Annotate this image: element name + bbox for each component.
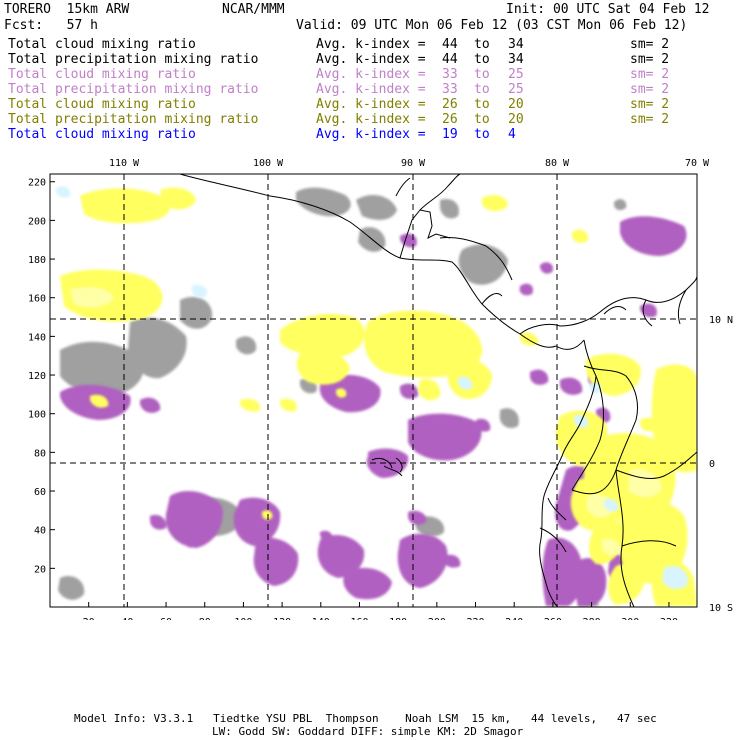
x-tick-label: 200 [428,617,446,620]
legend-from: 33 [442,82,458,97]
init-time: Init: 00 UTC Sat 04 Feb 12 [506,2,710,17]
x-tick-label: 160 [350,617,368,620]
x-tick-label: 140 [312,617,330,620]
legend-to-word: to [474,52,490,67]
legend-field: Total precipitation mixing ratio [8,112,259,127]
y-tick-label: 140 [28,332,46,343]
legend-smoothing: sm= 2 [630,97,670,112]
y-tick-label: 200 [28,216,46,227]
lat-lon-grid [50,174,697,607]
x-tick-label: 300 [621,617,639,620]
legend-field: Total cloud mixing ratio [8,37,196,52]
forecast-map: 2040608010012014016018020022024026028030… [28,158,733,620]
legend-index-label: Avg. k-index = [316,37,426,52]
legend-to: 34 [508,37,524,52]
legend-from: 44 [442,37,458,52]
legend-index-label: Avg. k-index = [316,67,426,82]
y-tick-label: 60 [34,487,46,498]
legend-to: 25 [508,67,524,82]
latitude-label: 0 [709,459,715,470]
legend-field: Total cloud mixing ratio [8,97,196,112]
longitude-label: 90 W [401,158,426,169]
x-tick-label: 180 [389,617,407,620]
legend-from: 44 [442,52,458,67]
legend-to: 20 [508,97,524,112]
x-tick-label: 40 [121,617,133,620]
x-tick-label: 80 [199,617,211,620]
x-tick-label: 20 [83,617,95,620]
longitude-label: 100 W [253,158,284,169]
x-tick-label: 120 [273,617,291,620]
valid-time: Valid: 09 UTC Mon 06 Feb 12 (03 CST Mon … [296,18,688,33]
cyan-cloud-layer [56,186,689,589]
x-tick-label: 60 [160,617,172,620]
legend-index-label: Avg. k-index = [316,82,426,97]
legend-from: 33 [442,67,458,82]
legend-index-label: Avg. k-index = [316,97,426,112]
x-tick-label: 280 [583,617,601,620]
model-info: Model Info: V3.3.1 Tiedtke YSU PBL Thomp… [74,712,657,725]
legend-field: Total precipitation mixing ratio [8,52,259,67]
legend-to: 34 [508,52,524,67]
y-tick-label: 160 [28,294,46,305]
x-tick-label: 260 [544,617,562,620]
legend-field: Total cloud mixing ratio [8,67,196,82]
x-tick-label: 240 [505,617,523,620]
legend-to-word: to [474,67,490,82]
forecast-hour: Fcst: 57 h [4,18,98,33]
legend-smoothing: sm= 2 [630,67,670,82]
pale-yellow-cloud-layer [70,287,662,555]
yellow-cloud-layer [60,187,697,606]
legend-from: 26 [442,97,458,112]
x-tick-label: 220 [466,617,484,620]
x-tick-label: 100 [234,617,252,620]
legend-index-label: Avg. k-index = [316,52,426,67]
legend-to: 25 [508,82,524,97]
y-tick-label: 40 [34,526,46,537]
y-tick-label: 20 [34,564,46,575]
cloud-fields [50,174,697,607]
legend-index-label: Avg. k-index = [316,127,426,142]
legend-to-word: to [474,112,490,127]
legend-to: 20 [508,112,524,127]
plot-frame [49,173,698,608]
legend-to-word: to [474,127,490,142]
y-tick-label: 180 [28,255,46,266]
coastline-layer [179,174,697,607]
legend-smoothing: sm= 2 [630,112,670,127]
legend-from: 26 [442,112,458,127]
legend-from: 19 [442,127,458,142]
latitude-label: 10 S [709,603,733,614]
legend-to-word: to [474,97,490,112]
model-name: TORERO 15km ARW [4,2,130,17]
y-tick-label: 100 [28,410,46,421]
legend-index-label: Avg. k-index = [316,112,426,127]
legend-smoothing: sm= 2 [630,37,670,52]
y-tick-label: 220 [28,178,46,189]
longitude-label: 110 W [109,158,140,169]
y-tick-label: 80 [34,448,46,459]
legend-field: Total cloud mixing ratio [8,127,196,142]
latitude-label: 10 N [709,315,733,326]
legend-to-word: to [474,82,490,97]
legend-field: Total precipitation mixing ratio [8,82,259,97]
x-tick-label: 320 [660,617,678,620]
legend-to-word: to [474,37,490,52]
physics-info: LW: Godd SW: Goddard DIFF: simple KM: 2D… [212,725,524,738]
legend-to: 4 [508,127,516,142]
legend-smoothing: sm= 2 [630,82,670,97]
center-name: NCAR/MMM [222,2,285,17]
map-axes: 2040608010012014016018020022024026028030… [28,158,733,620]
gray-cloud-layer [58,187,627,606]
legend-smoothing: sm= 2 [630,52,670,67]
y-tick-label: 120 [28,371,46,382]
longitude-label: 70 W [685,158,710,169]
longitude-label: 80 W [545,158,570,169]
